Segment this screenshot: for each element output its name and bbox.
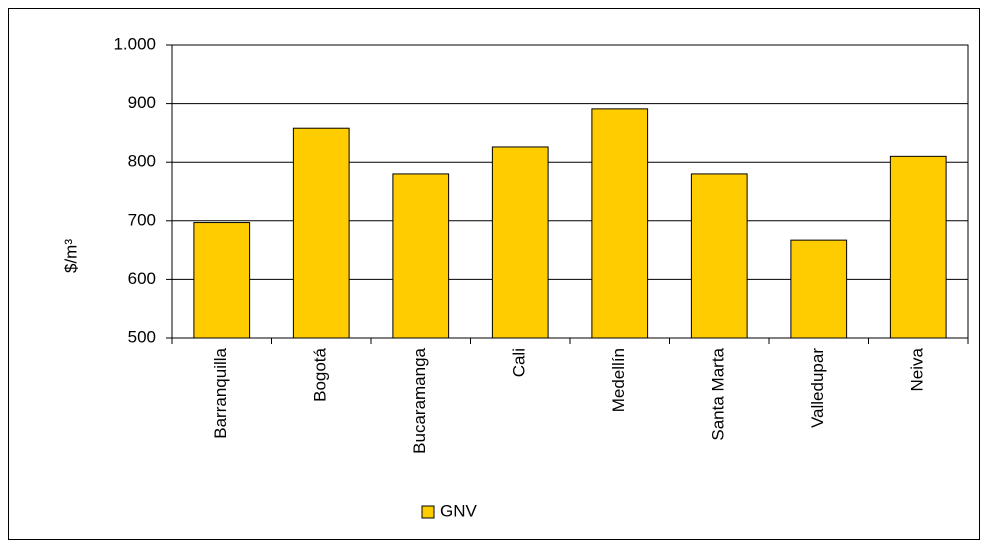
x-tick-label: Cali [510,348,529,377]
plot-area [171,44,969,339]
y-tick-label: 900 [128,93,156,112]
legend-label: GNV [440,501,478,520]
x-tick-label: Medellín [609,348,628,412]
bar [790,239,848,339]
y-tick-label: 1.000 [113,34,156,53]
x-tick-label: Barranquilla [211,347,230,438]
y-tick-label: 500 [128,327,156,346]
x-tick-label: Bucaramanga [410,347,429,453]
x-tick-label: Neiva [908,347,927,391]
x-tick-label: Bogotá [311,347,330,401]
x-tick-label: Valledupar [808,348,827,428]
x-tick-label: Santa Marta [709,347,728,440]
bar [491,146,549,339]
bar [392,173,450,339]
y-axis-label: $/m³ [61,239,80,273]
bar [591,108,649,339]
legend-swatch [421,505,435,519]
bar [889,155,947,339]
y-tick-label: 600 [128,269,156,288]
bar [292,127,350,339]
y-tick-label: 700 [128,210,156,229]
y-tick-label: 800 [128,152,156,171]
bar [690,173,748,339]
bar [193,222,251,339]
